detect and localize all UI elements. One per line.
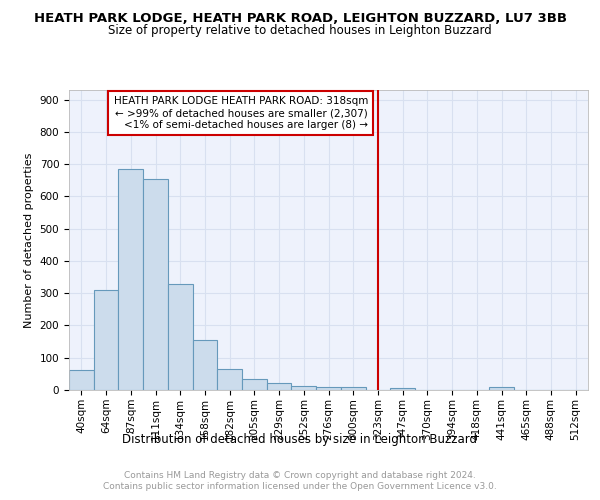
Text: Distribution of detached houses by size in Leighton Buzzard: Distribution of detached houses by size … xyxy=(122,432,478,446)
Y-axis label: Number of detached properties: Number of detached properties xyxy=(24,152,34,328)
Bar xyxy=(489,388,514,390)
Bar xyxy=(217,369,242,390)
Text: HEATH PARK LODGE HEATH PARK ROAD: 318sqm
← >99% of detached houses are smaller (: HEATH PARK LODGE HEATH PARK ROAD: 318sqm… xyxy=(113,96,368,130)
Text: Contains public sector information licensed under the Open Government Licence v3: Contains public sector information licen… xyxy=(103,482,497,491)
Bar xyxy=(168,284,193,390)
Bar xyxy=(316,387,341,390)
Bar xyxy=(341,388,365,390)
Bar xyxy=(292,386,316,390)
Bar xyxy=(94,290,118,390)
Bar xyxy=(390,388,415,390)
Bar xyxy=(242,378,267,390)
Bar xyxy=(143,178,168,390)
Text: Contains HM Land Registry data © Crown copyright and database right 2024.: Contains HM Land Registry data © Crown c… xyxy=(124,471,476,480)
Bar xyxy=(193,340,217,390)
Bar xyxy=(69,370,94,390)
Bar xyxy=(267,383,292,390)
Text: HEATH PARK LODGE, HEATH PARK ROAD, LEIGHTON BUZZARD, LU7 3BB: HEATH PARK LODGE, HEATH PARK ROAD, LEIGH… xyxy=(34,12,566,26)
Bar xyxy=(118,169,143,390)
Text: Size of property relative to detached houses in Leighton Buzzard: Size of property relative to detached ho… xyxy=(108,24,492,37)
